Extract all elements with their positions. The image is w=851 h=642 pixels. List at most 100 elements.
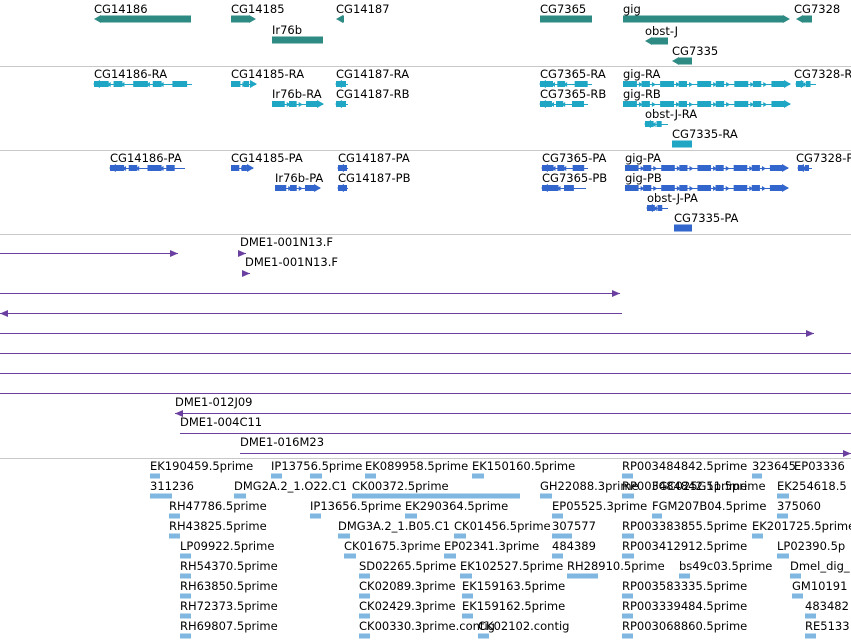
polypeptide-feature[interactable] [797,164,812,172]
transcript-feature[interactable] [335,100,348,108]
transcript-feature[interactable] [795,80,816,88]
est-feature[interactable] [622,593,633,599]
transcript-feature[interactable] [539,100,588,108]
est-feature[interactable] [805,613,816,619]
transcript-feature[interactable] [623,100,791,108]
est-feature[interactable] [567,573,598,579]
est-feature[interactable] [359,573,370,579]
gene-feature[interactable] [672,57,692,65]
polypeptide-feature[interactable] [337,164,348,172]
est-feature[interactable] [622,553,634,559]
est-feature[interactable] [180,613,191,619]
est-feature[interactable] [180,573,191,579]
gene-feature[interactable] [796,15,812,23]
est-feature[interactable] [752,533,763,539]
est-feature[interactable] [805,633,816,639]
polypeptide-feature[interactable] [337,184,348,192]
est-feature[interactable] [622,533,634,539]
clone-feature[interactable] [242,270,250,277]
exon-block [641,81,650,87]
feature-label: RP003383855.5prime [622,519,747,533]
est-feature[interactable] [540,493,552,499]
est-feature[interactable] [180,593,191,599]
transcript-feature[interactable] [644,120,668,128]
est-feature[interactable] [169,533,180,539]
exon-block [733,165,748,171]
clone-feature[interactable] [238,250,246,257]
polypeptide-feature[interactable] [541,164,588,172]
exon-block [715,81,725,87]
est-feature[interactable] [478,633,489,639]
est-feature[interactable] [460,573,472,579]
transcript-feature[interactable] [231,80,257,88]
est-feature[interactable] [777,553,789,559]
transcript-feature[interactable] [623,80,791,88]
est-feature[interactable] [359,593,370,599]
est-feature[interactable] [271,473,282,479]
gene-feature[interactable] [94,15,191,23]
est-feature[interactable] [777,513,788,519]
est-feature[interactable] [552,553,563,559]
est-feature[interactable] [622,473,633,479]
gene-feature[interactable] [645,37,668,45]
est-feature[interactable] [777,493,789,499]
transcript-feature[interactable] [672,140,692,148]
gene-feature[interactable] [231,15,256,23]
est-feature[interactable] [622,493,634,499]
feature-label: CG14187 [336,2,390,16]
est-feature[interactable] [444,553,456,559]
gene-feature[interactable] [540,15,592,23]
est-feature[interactable] [150,493,172,499]
est-feature[interactable] [462,593,473,599]
est-feature[interactable] [359,613,370,619]
est-feature[interactable] [150,473,160,479]
est-feature[interactable] [652,513,662,519]
strand-chevron [551,166,556,171]
est-feature[interactable] [310,513,321,519]
est-feature[interactable] [405,513,417,519]
est-feature[interactable] [234,493,246,499]
polypeptide-feature[interactable] [625,164,789,172]
est-feature[interactable] [552,533,572,539]
est-feature[interactable] [365,473,376,479]
est-feature[interactable] [622,613,633,619]
transcript-feature[interactable] [93,80,192,88]
clone-feature[interactable] [0,310,622,317]
est-feature[interactable] [359,633,370,639]
gene-feature[interactable] [336,15,344,23]
polypeptide-feature[interactable] [231,164,254,172]
est-feature[interactable] [752,473,762,479]
est-feature[interactable] [352,493,520,499]
clone-feature[interactable] [175,410,851,417]
est-feature[interactable] [180,633,191,639]
polypeptide-feature[interactable] [275,184,321,192]
est-feature[interactable] [454,533,466,539]
transcript-feature[interactable] [272,100,324,108]
est-feature[interactable] [790,573,801,579]
est-feature[interactable] [344,553,356,559]
est-feature[interactable] [679,573,690,579]
gene-feature[interactable] [272,36,323,44]
clone-feature[interactable] [0,250,178,257]
est-feature[interactable] [462,613,473,619]
clone-feature[interactable] [240,450,851,457]
est-feature[interactable] [792,593,803,599]
transcript-feature[interactable] [539,80,592,88]
est-feature[interactable] [622,633,633,639]
transcript-feature[interactable] [335,80,348,88]
gene-feature[interactable] [623,15,790,23]
est-feature[interactable] [169,513,180,519]
est-feature[interactable] [310,473,322,479]
polypeptide-feature[interactable] [625,184,789,192]
clone-feature[interactable] [0,330,814,337]
polypeptide-feature[interactable] [674,224,692,232]
est-feature[interactable] [338,533,350,539]
polypeptide-feature[interactable] [541,184,586,192]
est-feature[interactable] [472,473,484,479]
est-feature[interactable] [180,553,191,559]
clone-feature[interactable] [0,290,620,297]
polypeptide-feature[interactable] [646,204,668,212]
est-feature[interactable] [552,513,563,519]
polypeptide-feature[interactable] [109,164,185,172]
